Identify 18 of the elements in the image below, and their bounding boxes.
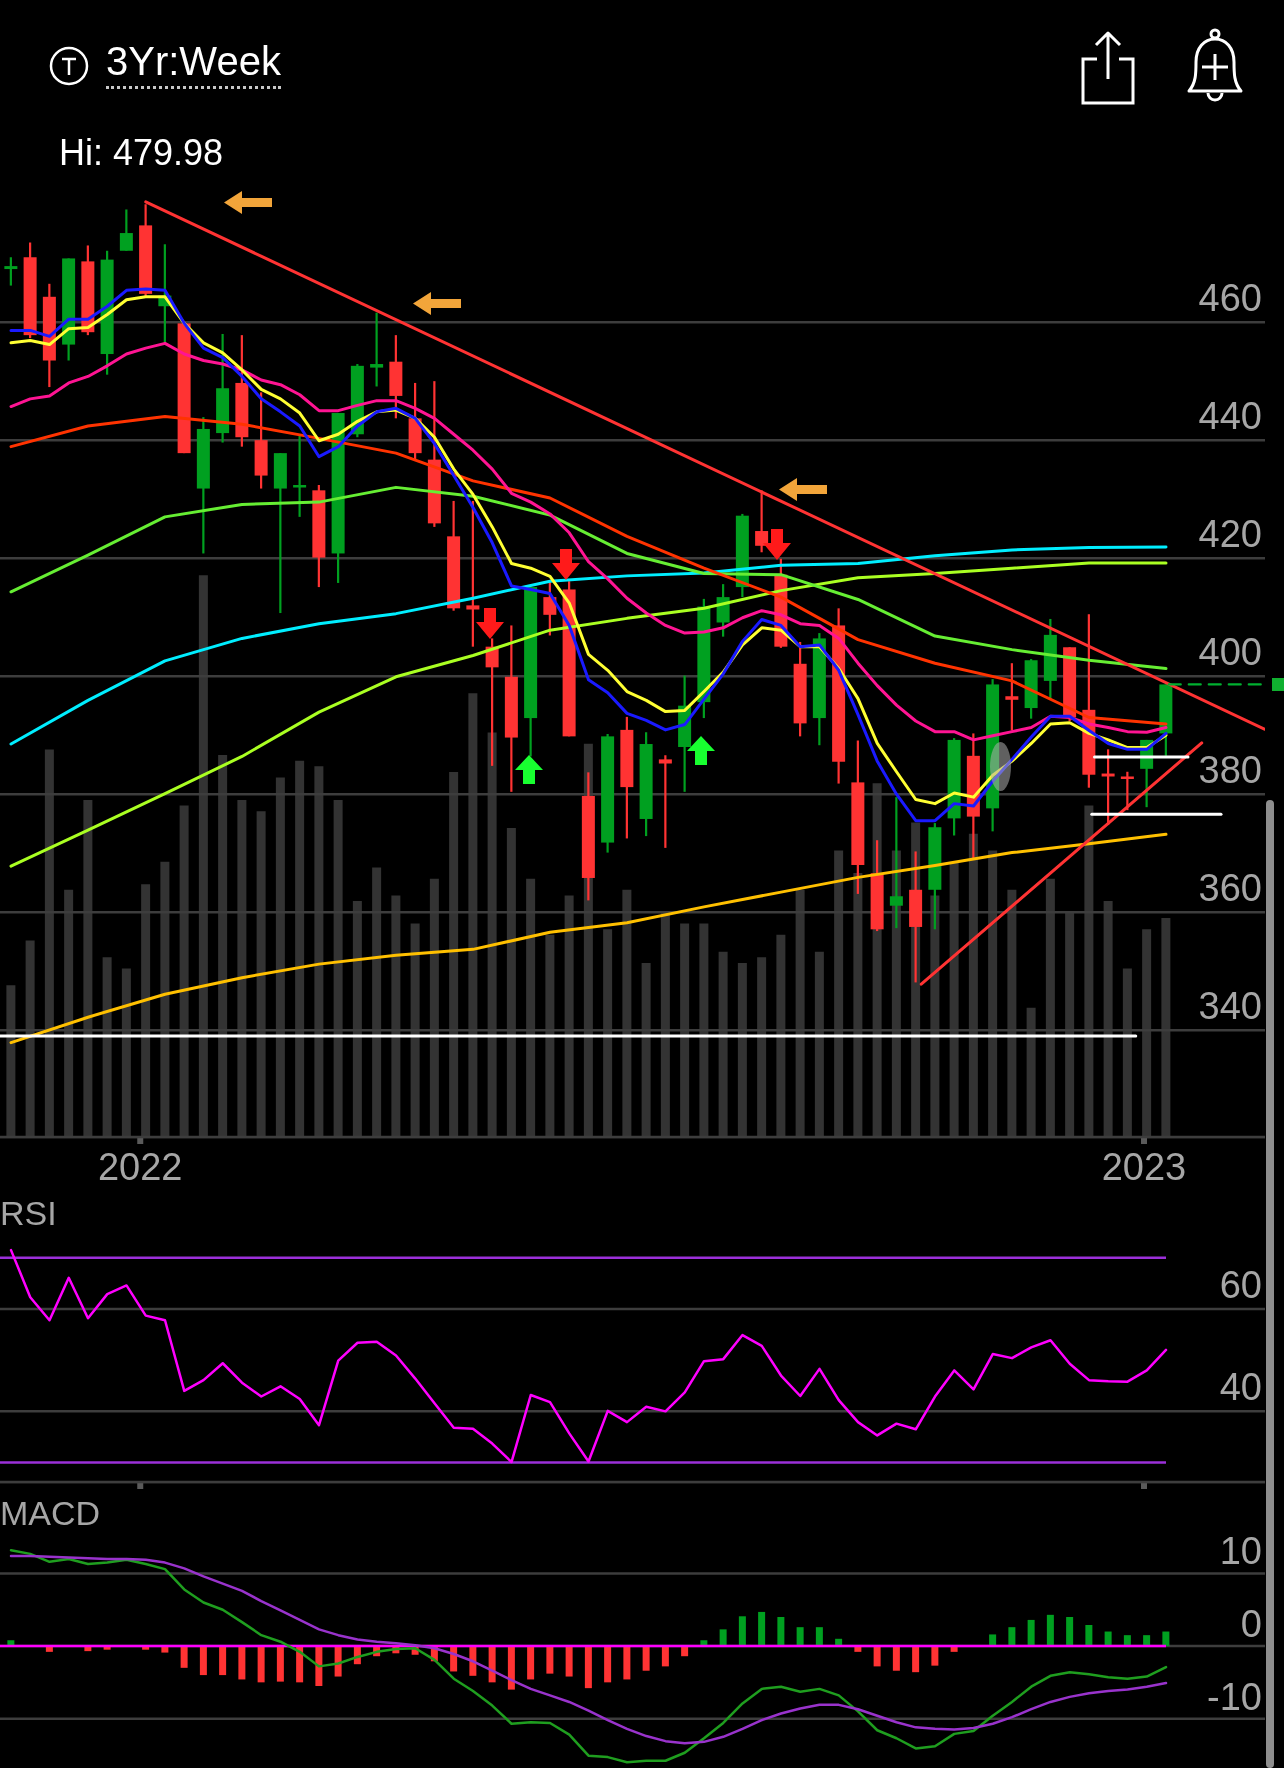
x-tick-label: 2023: [1101, 1146, 1187, 1188]
y-tick-label: 420: [1198, 513, 1262, 556]
y-tick-label: 360: [1198, 867, 1262, 910]
text: Hi: 479.98: [59, 131, 224, 175]
y-tick-label: -10: [1207, 1675, 1262, 1718]
y-tick-label: 380: [1198, 749, 1262, 792]
y-tick-label: 10: [1219, 1530, 1262, 1573]
y-tick-label: 400: [1198, 631, 1262, 674]
y-tick-label: 340: [1198, 985, 1262, 1028]
y-tick-label: 60: [1219, 1263, 1262, 1306]
text: RSI: [0, 1193, 57, 1233]
y-tick-label: 460: [1198, 277, 1262, 320]
text: 3Yr:Week: [106, 38, 281, 89]
y-tick-label: 0: [1240, 1603, 1262, 1646]
chart-title: MACD: [0, 1493, 101, 1533]
y-tick-label: 440: [1198, 395, 1262, 438]
x-tick-label: 2022: [97, 1146, 183, 1188]
y-tick-label: 40: [1219, 1366, 1262, 1409]
